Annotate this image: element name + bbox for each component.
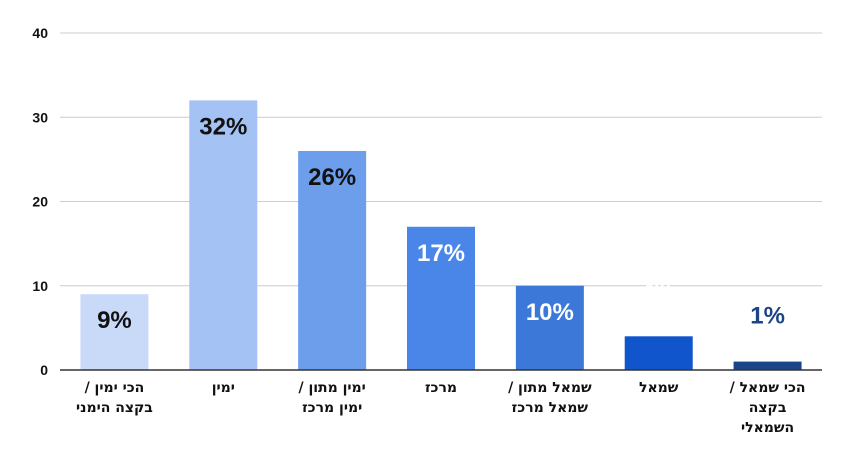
bar	[298, 150, 367, 370]
data-label: 4%	[641, 277, 676, 304]
bar	[407, 226, 475, 370]
category-label-line: הכי שמאל /	[730, 380, 806, 396]
y-tick-label: 0	[40, 362, 48, 378]
category-label: הכי ימין / בקצה הימני	[76, 380, 153, 416]
category-label-line: ימין	[212, 380, 235, 396]
bars	[80, 100, 802, 371]
category-label-line: שמאל	[639, 380, 679, 396]
category-label-line: בקצה	[749, 400, 787, 416]
category-label-line: ימין מתון /	[298, 380, 365, 396]
bar	[624, 336, 693, 370]
data-label: 32%	[199, 113, 247, 140]
bar	[80, 294, 149, 370]
y-axis-ticks: 0 10 20 30 40	[32, 25, 48, 378]
data-label: 26%	[308, 164, 356, 191]
y-tick-label: 10	[32, 278, 48, 294]
data-label: 10%	[526, 299, 574, 326]
data-label: 9%	[97, 307, 132, 334]
category-label-line: שמאל מרכז	[512, 400, 589, 416]
category-label-line: השמאלי	[741, 420, 794, 436]
y-tick-label: 30	[32, 109, 48, 125]
bar	[515, 285, 584, 370]
data-label: 1%	[750, 303, 785, 330]
category-label: הכי שמאל / בקצה השמאלי	[730, 380, 806, 436]
category-label-line: בקצה הימני	[76, 400, 153, 416]
category-label: מרכז	[425, 380, 457, 396]
bar	[733, 361, 802, 370]
category-label: ימין מתון / ימין מרכז	[298, 380, 365, 416]
y-tick-label: 20	[32, 194, 48, 210]
category-label-line: מרכז	[425, 380, 457, 396]
category-label-line: הכי ימין /	[85, 380, 145, 396]
category-label-line: שמאל מתון /	[508, 380, 592, 396]
category-label: ימין	[212, 380, 235, 396]
category-label-line: ימין מרכז	[302, 400, 362, 416]
bar	[189, 100, 258, 371]
data-label: 17%	[417, 240, 465, 267]
y-tick-label: 40	[32, 25, 48, 41]
category-label: שמאל	[639, 380, 679, 396]
category-label: שמאל מתון / שמאל מרכז	[508, 380, 592, 416]
data-labels: 9% 32% 26% 17% 10% 4% 1%	[97, 113, 785, 334]
